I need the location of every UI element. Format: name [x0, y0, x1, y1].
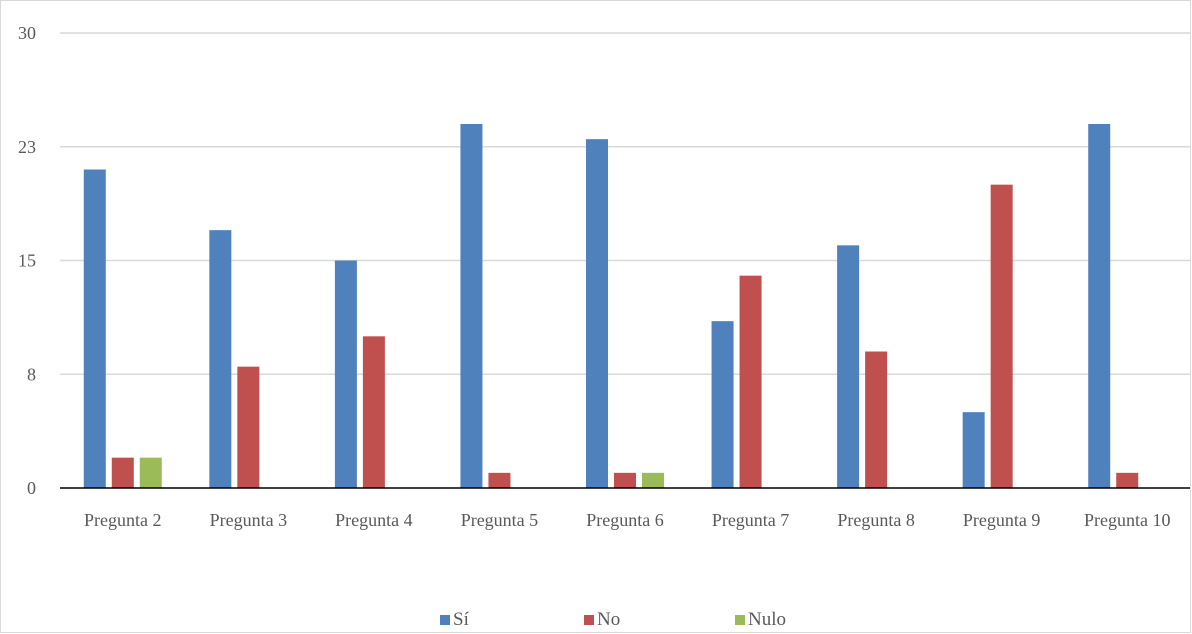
- legend-label: Sí: [453, 609, 469, 630]
- x-tick-label: Pregunta 2: [84, 510, 161, 530]
- bar-s-5: [586, 139, 608, 488]
- bar-no-1: [111, 457, 134, 488]
- bar-no-3: [362, 336, 385, 488]
- y-axis-ticks: 0 8 15 23 30: [18, 23, 36, 498]
- bar-nulo-5: [642, 472, 664, 488]
- bar-no-8: [990, 184, 1013, 488]
- bar-no-2: [237, 366, 260, 488]
- bar-no-7: [865, 351, 888, 488]
- bar-s-2: [209, 230, 232, 488]
- bar-no-5: [614, 472, 636, 488]
- bar-s-1: [83, 169, 106, 488]
- x-tick-label: Pregunta 3: [210, 510, 287, 530]
- bar-s-8: [962, 412, 985, 488]
- legend-item: Sí: [440, 609, 469, 631]
- x-tick-label: Pregunta 5: [461, 510, 538, 530]
- x-tick-label: Pregunta 6: [586, 510, 663, 530]
- legend-label: No: [597, 609, 621, 630]
- bar-no-4: [488, 472, 511, 488]
- y-tick-label: 23: [18, 137, 36, 157]
- legend-item: Nulo: [735, 609, 786, 631]
- legend-swatch: [440, 615, 450, 625]
- legend-item: No: [584, 609, 620, 631]
- legend: Sí No Nulo: [0, 609, 1192, 631]
- bar-s-4: [460, 124, 483, 488]
- bar-s-6: [711, 321, 734, 488]
- y-tick-label: 15: [18, 251, 36, 271]
- bar-s-7: [837, 245, 860, 488]
- y-tick-label: 30: [18, 23, 36, 43]
- x-tick-label: Pregunta 7: [712, 510, 789, 530]
- legend-label: Nulo: [748, 609, 786, 630]
- y-tick-label: 8: [27, 364, 36, 384]
- bar-no-6: [739, 275, 762, 488]
- y-tick-label: 0: [27, 478, 36, 498]
- bar-nulo-1: [139, 457, 162, 488]
- bar-s-3: [334, 260, 357, 488]
- legend-swatch: [584, 615, 594, 625]
- bars: [83, 124, 1139, 488]
- legend-swatch: [735, 615, 745, 625]
- x-tick-label: Pregunta 8: [837, 510, 914, 530]
- x-tick-label: Pregunta 4: [335, 510, 412, 530]
- x-tick-label: Pregunta 9: [963, 510, 1040, 530]
- bar-no-9: [1116, 472, 1139, 488]
- x-tick-label: Pregunta 10: [1084, 510, 1170, 530]
- bar-s-9: [1088, 124, 1111, 488]
- x-axis-labels: Pregunta 2 Pregunta 3 Pregunta 4 Pregunta 5…: [84, 510, 1170, 530]
